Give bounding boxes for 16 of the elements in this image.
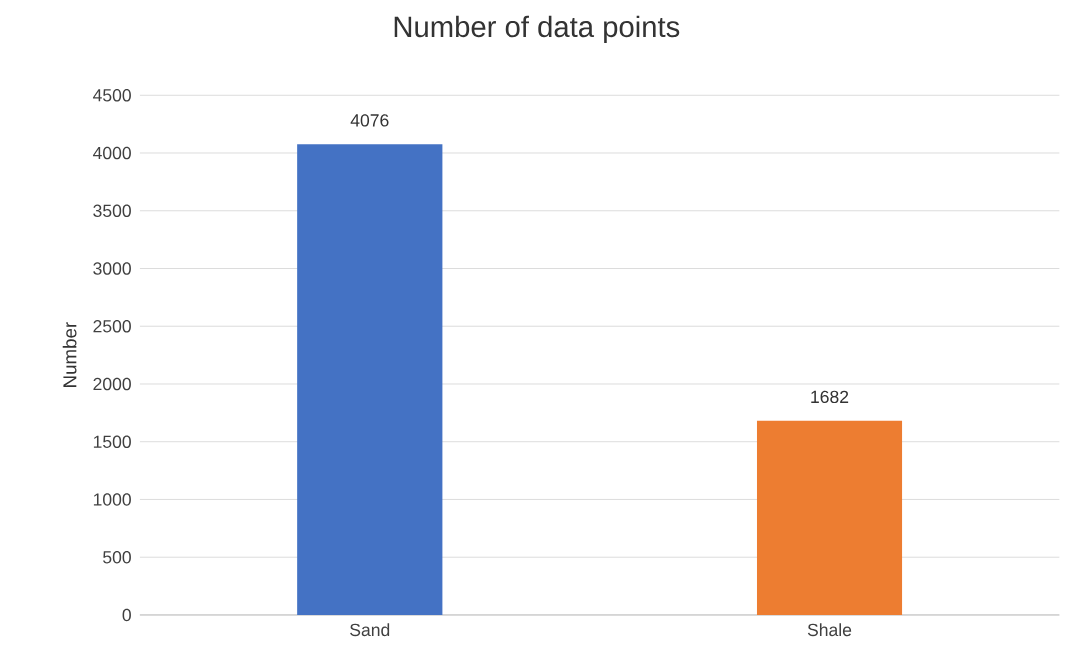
y-tick-label: 1500 — [93, 435, 131, 448]
data-label: 1682 — [811, 390, 849, 404]
y-axis-title: Number — [62, 322, 77, 387]
data-label: 4076 — [350, 114, 389, 127]
y-tick-label: 500 — [103, 551, 131, 564]
y-tick-label: 0 — [122, 608, 131, 622]
chart-title: Number of data points — [394, 15, 680, 43]
y-tick-label: 3000 — [93, 262, 131, 275]
y-tick-label: 2000 — [93, 377, 131, 391]
y-tick-label: 1000 — [93, 493, 131, 506]
y-tick-label: 3500 — [93, 204, 131, 218]
y-tick-label: 2500 — [93, 320, 131, 333]
y-tick-label: 4500 — [92, 89, 131, 102]
x-tick-label: Sand — [350, 623, 390, 637]
y-tick-label: 4000 — [92, 146, 131, 160]
x-tick-label: Shale — [807, 623, 852, 637]
